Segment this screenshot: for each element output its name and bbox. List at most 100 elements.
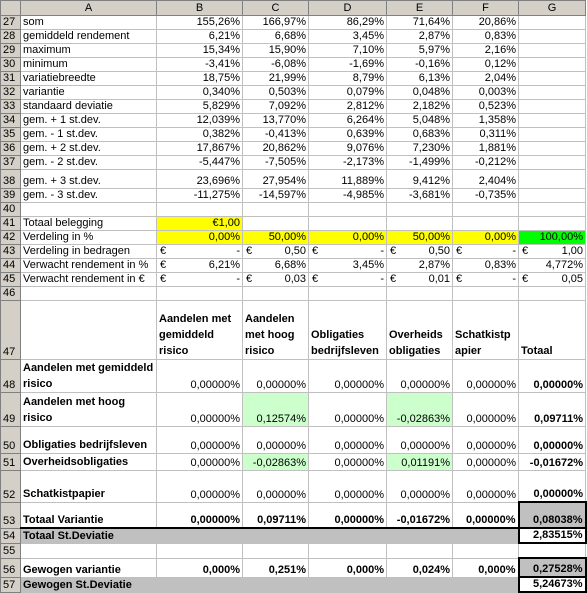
stat-value[interactable]: 15,34% <box>156 43 243 58</box>
stat-value[interactable]: 7,10% <box>308 43 387 58</box>
covariance-cell[interactable]: -0,01672% <box>518 453 586 471</box>
stat-label[interactable]: gem. - 2 st.dev. <box>20 155 157 170</box>
stat-value[interactable]: 12,039% <box>156 113 243 128</box>
currency-cell[interactable]: € - <box>308 244 387 259</box>
stat-label[interactable]: minimum <box>20 57 157 72</box>
row-header[interactable]: 33 <box>0 99 21 114</box>
stat-value[interactable]: -11,275% <box>156 188 243 203</box>
stat-value[interactable]: 7,230% <box>386 141 453 156</box>
stat-value[interactable]: -1,499% <box>386 155 453 170</box>
matrix-column-header[interactable]: Aandelen met gemiddeld risico <box>156 300 243 360</box>
currency-cell[interactable]: €0,05 <box>518 272 586 287</box>
matrix-column-header[interactable]: Aandelen met hoog risico <box>242 300 309 360</box>
stat-value[interactable]: 6,264% <box>308 113 387 128</box>
currency-cell[interactable]: €0,50 <box>386 244 453 259</box>
row-header[interactable]: 46 <box>0 286 21 301</box>
covariance-cell[interactable]: 0,00000% <box>308 453 387 471</box>
total-investment-input[interactable]: €1,00 <box>156 216 243 231</box>
stat-value[interactable]: 8,79% <box>308 71 387 86</box>
row-header[interactable]: 50 <box>0 426 21 454</box>
column-header-g[interactable]: G <box>518 0 586 16</box>
empty-cell[interactable] <box>518 127 586 142</box>
covariance-cell[interactable]: 0,00000% <box>156 392 243 427</box>
stat-value[interactable]: 15,90% <box>242 43 309 58</box>
row-header[interactable]: 49 <box>0 392 21 427</box>
covariance-cell[interactable]: 0,00000% <box>386 359 453 393</box>
empty-cell[interactable] <box>308 286 387 301</box>
column-header-b[interactable]: B <box>156 0 243 16</box>
covariance-cell[interactable]: 0,00000% <box>386 470 453 503</box>
empty-cell[interactable] <box>156 527 243 544</box>
empty-cell[interactable] <box>242 542 309 559</box>
matrix-row-label[interactable]: Aandelen met gemiddeld risico <box>20 359 157 393</box>
stat-label[interactable]: gemiddeld rendement <box>20 29 157 44</box>
total-variance-value[interactable]: -0,01672% <box>386 501 453 529</box>
currency-cell[interactable]: 6,68% <box>242 258 309 273</box>
covariance-cell[interactable]: 0,00000% <box>452 392 519 427</box>
empty-cell[interactable] <box>386 576 453 593</box>
row-header[interactable]: 30 <box>0 57 21 72</box>
stat-label[interactable]: standaard deviatie <box>20 99 157 114</box>
column-header-a[interactable]: A <box>20 0 157 16</box>
row-header[interactable]: 39 <box>0 188 21 203</box>
stat-label[interactable]: gem. + 2 st.dev. <box>20 141 157 156</box>
empty-cell[interactable] <box>518 71 586 86</box>
currency-cell[interactable]: €6,21% <box>156 258 243 273</box>
covariance-cell[interactable]: 0,00000% <box>156 453 243 471</box>
stat-value[interactable]: 9,076% <box>308 141 387 156</box>
row-header[interactable]: 27 <box>0 15 21 30</box>
covariance-cell[interactable]: 0,12574% <box>242 392 309 427</box>
empty-cell[interactable] <box>452 576 519 593</box>
covariance-cell[interactable]: 0,00000% <box>156 426 243 454</box>
empty-cell[interactable] <box>386 216 453 231</box>
stat-value[interactable]: 0,523% <box>452 99 519 114</box>
empty-cell[interactable] <box>452 542 519 559</box>
stat-value[interactable]: 0,048% <box>386 85 453 100</box>
empty-cell[interactable] <box>518 202 586 217</box>
currency-cell[interactable]: € - <box>156 244 243 259</box>
stat-value[interactable]: 20,86% <box>452 15 519 30</box>
row-header[interactable]: 38 <box>0 169 21 189</box>
row-header[interactable]: 53 <box>0 501 21 529</box>
empty-cell[interactable] <box>242 202 309 217</box>
empty-cell[interactable] <box>518 57 586 72</box>
currency-cell[interactable]: € - <box>452 272 519 287</box>
weighted-stdev-value[interactable]: 5,24673% <box>517 576 587 593</box>
stat-value[interactable]: 6,68% <box>242 29 309 44</box>
weighted-stdev-label[interactable]: Gewogen St.Deviatie <box>20 576 157 593</box>
stat-value[interactable]: 2,182% <box>386 99 453 114</box>
stat-value[interactable]: -1,69% <box>308 57 387 72</box>
stat-value[interactable]: -3,681% <box>386 188 453 203</box>
stat-value[interactable]: 7,092% <box>242 99 309 114</box>
empty-cell[interactable] <box>518 99 586 114</box>
stat-value[interactable]: -4,985% <box>308 188 387 203</box>
stat-value[interactable]: 2,04% <box>452 71 519 86</box>
covariance-cell[interactable]: 0,09711% <box>518 392 586 427</box>
stat-value[interactable]: 5,97% <box>386 43 453 58</box>
stat-label[interactable]: gem. - 3 st.dev. <box>20 188 157 203</box>
covariance-cell[interactable]: 0,00000% <box>518 359 586 393</box>
empty-cell[interactable] <box>518 216 586 231</box>
currency-cell[interactable]: €0,50 <box>242 244 309 259</box>
allocation-pct-value[interactable]: 50,00% <box>386 230 453 245</box>
empty-cell[interactable] <box>518 155 586 170</box>
row-header[interactable]: 48 <box>0 359 21 393</box>
currency-cell[interactable]: 0,83% <box>452 258 519 273</box>
currency-cell[interactable]: €0,01 <box>386 272 453 287</box>
allocation-pct-value[interactable]: 0,00% <box>156 230 243 245</box>
allocation-pct-value[interactable]: 0,00% <box>452 230 519 245</box>
row-header[interactable]: 40 <box>0 202 21 217</box>
empty-cell[interactable] <box>386 286 453 301</box>
empty-cell[interactable] <box>518 85 586 100</box>
stat-value[interactable]: 5,829% <box>156 99 243 114</box>
stat-value[interactable]: 11,889% <box>308 169 387 189</box>
row-header[interactable]: 32 <box>0 85 21 100</box>
matrix-column-header[interactable]: Schatkistp apier <box>452 300 519 360</box>
stat-value[interactable]: -0,212% <box>452 155 519 170</box>
empty-cell[interactable] <box>20 202 157 217</box>
column-header-e[interactable]: E <box>386 0 453 16</box>
total-variance-value[interactable]: 0,09711% <box>242 501 309 529</box>
empty-cell[interactable] <box>242 527 309 544</box>
total-variance-value[interactable]: 0,00000% <box>452 501 519 529</box>
empty-cell[interactable] <box>156 286 243 301</box>
